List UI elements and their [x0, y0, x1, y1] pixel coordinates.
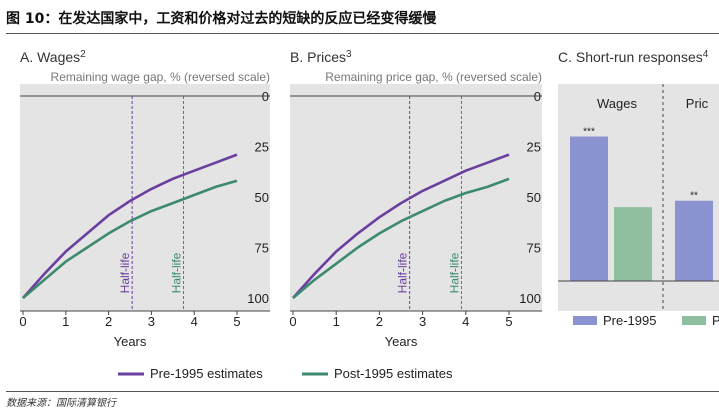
bar: [570, 136, 608, 281]
source-note: 数据来源：国际清算银行: [6, 398, 116, 409]
y-tick-label: 50: [527, 190, 541, 205]
half-life-label: Half-life: [118, 252, 132, 293]
y-tick-label: 75: [527, 241, 541, 256]
group-label: Wages: [597, 96, 637, 111]
significance-label: **: [690, 191, 698, 202]
half-life-label: Half-life: [396, 252, 410, 293]
source-divider: [6, 391, 719, 392]
post-1995-series-line: [292, 177, 510, 299]
y-tick-label: 25: [255, 140, 269, 155]
panel-b-title: B. Prices3: [290, 49, 352, 65]
figure-title: 图 10：在发达国家中，工资和价格对过去的短缺的反应已经变得缓慢: [6, 11, 437, 27]
legend-post-label: Post-1995 estimates: [334, 366, 453, 381]
plot-area: [20, 84, 270, 311]
x-tick-label: 0: [19, 314, 26, 329]
x-tick-label: 2: [376, 314, 383, 329]
pre-1995-series-line: [22, 153, 238, 299]
y-axis-title: Remaining wage gap, % (reversed scale): [51, 70, 270, 84]
panel-c-short-run: C. Short-run responses4 Wages *** Pric ** Pr…: [558, 49, 719, 328]
x-tick-label: 2: [105, 314, 112, 329]
half-life-label: Half-life: [170, 252, 184, 293]
post-1995-series-line: [22, 179, 238, 299]
y-tick-label: 0: [262, 89, 269, 104]
plot-area: [290, 84, 542, 311]
title-divider: [6, 33, 719, 34]
bar: [614, 207, 652, 281]
y-tick-label: 100: [247, 291, 269, 306]
legend-post-label: P: [712, 313, 719, 328]
x-tick-label: 3: [419, 314, 426, 329]
legend-post-swatch: [682, 316, 706, 325]
x-tick-label: 5: [505, 314, 512, 329]
x-tick-label: 0: [289, 314, 296, 329]
panel-c-title: C. Short-run responses4: [558, 49, 709, 65]
x-axis-title: Years: [385, 334, 418, 349]
legend: Pre-1995 estimates Post-1995 estimates: [118, 366, 453, 381]
panel-b-prices: B. Prices3 Remaining price gap, % (rever…: [289, 49, 542, 349]
legend-pre-swatch: [573, 316, 597, 325]
panel-a-wages: A. Wages2 Remaining wage gap, % (reverse…: [19, 49, 270, 349]
x-tick-label: 1: [62, 314, 69, 329]
y-tick-label: 100: [519, 291, 541, 306]
y-tick-label: 25: [527, 140, 541, 155]
x-tick-label: 1: [333, 314, 340, 329]
pre-1995-series-line: [292, 153, 510, 299]
x-axis-title: Years: [114, 334, 147, 349]
x-tick-label: 4: [462, 314, 469, 329]
half-life-label: Half-life: [447, 252, 461, 293]
panel-a-title: A. Wages2: [20, 49, 86, 65]
bar: [675, 200, 713, 281]
legend-pre-label: Pre-1995: [603, 313, 656, 328]
y-tick-label: 75: [255, 241, 269, 256]
y-tick-label: 0: [534, 89, 541, 104]
x-tick-label: 4: [191, 314, 198, 329]
x-tick-label: 3: [148, 314, 155, 329]
y-tick-label: 50: [255, 190, 269, 205]
x-tick-label: 5: [233, 314, 240, 329]
legend-pre-label: Pre-1995 estimates: [150, 366, 263, 381]
y-axis-title: Remaining price gap, % (reversed scale): [325, 70, 542, 84]
significance-label: ***: [583, 127, 595, 138]
group-label: Pric: [686, 96, 709, 111]
